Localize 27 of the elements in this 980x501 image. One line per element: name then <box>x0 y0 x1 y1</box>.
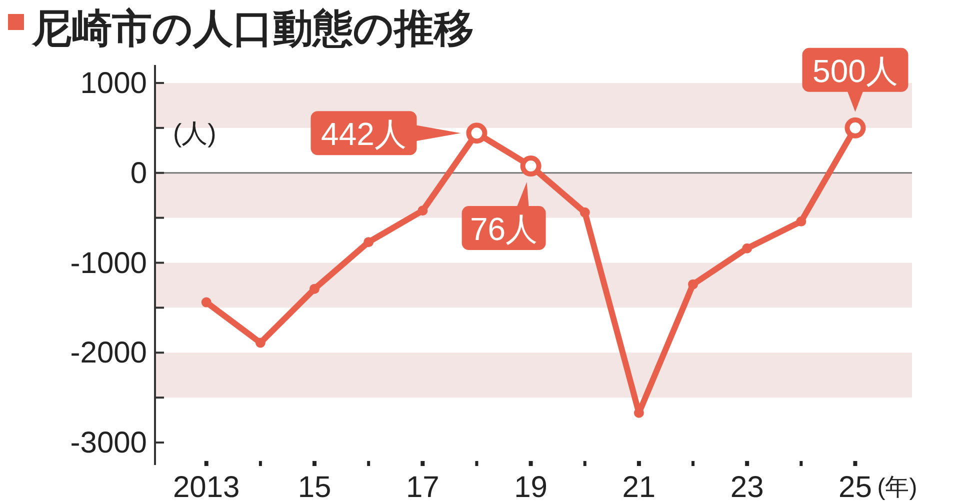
x-tick-label: 17 <box>406 471 440 501</box>
point <box>201 297 212 308</box>
annotation: (人) <box>173 118 216 148</box>
point <box>580 207 590 218</box>
x-tick-label: 15 <box>298 471 332 501</box>
point <box>310 284 320 294</box>
data-label: 442人 <box>321 116 406 152</box>
point <box>742 243 752 254</box>
y-tick-label: 0 <box>130 156 147 190</box>
data-label: 500人 <box>812 52 898 89</box>
chart-title: 尼崎市の人口動態の推移 <box>31 7 474 51</box>
point <box>364 237 374 248</box>
point <box>418 206 428 216</box>
x-tick-label: 23 <box>730 471 764 501</box>
y-tick-label: -3000 <box>70 426 147 460</box>
x-tick-label: 19 <box>514 471 548 501</box>
text: (年) <box>877 474 918 501</box>
x-tick-label: 2013 <box>172 471 240 501</box>
x-tick-label: 21 <box>622 471 656 501</box>
y-tick-label: -2000 <box>70 336 147 370</box>
point <box>796 216 806 226</box>
point <box>688 279 698 290</box>
y-tick-label: 1000 <box>80 66 147 100</box>
x-tick-label: 25 <box>838 471 872 501</box>
point <box>255 338 266 348</box>
data-label: 76人 <box>470 211 538 248</box>
y-tick-label: -1000 <box>70 246 147 280</box>
